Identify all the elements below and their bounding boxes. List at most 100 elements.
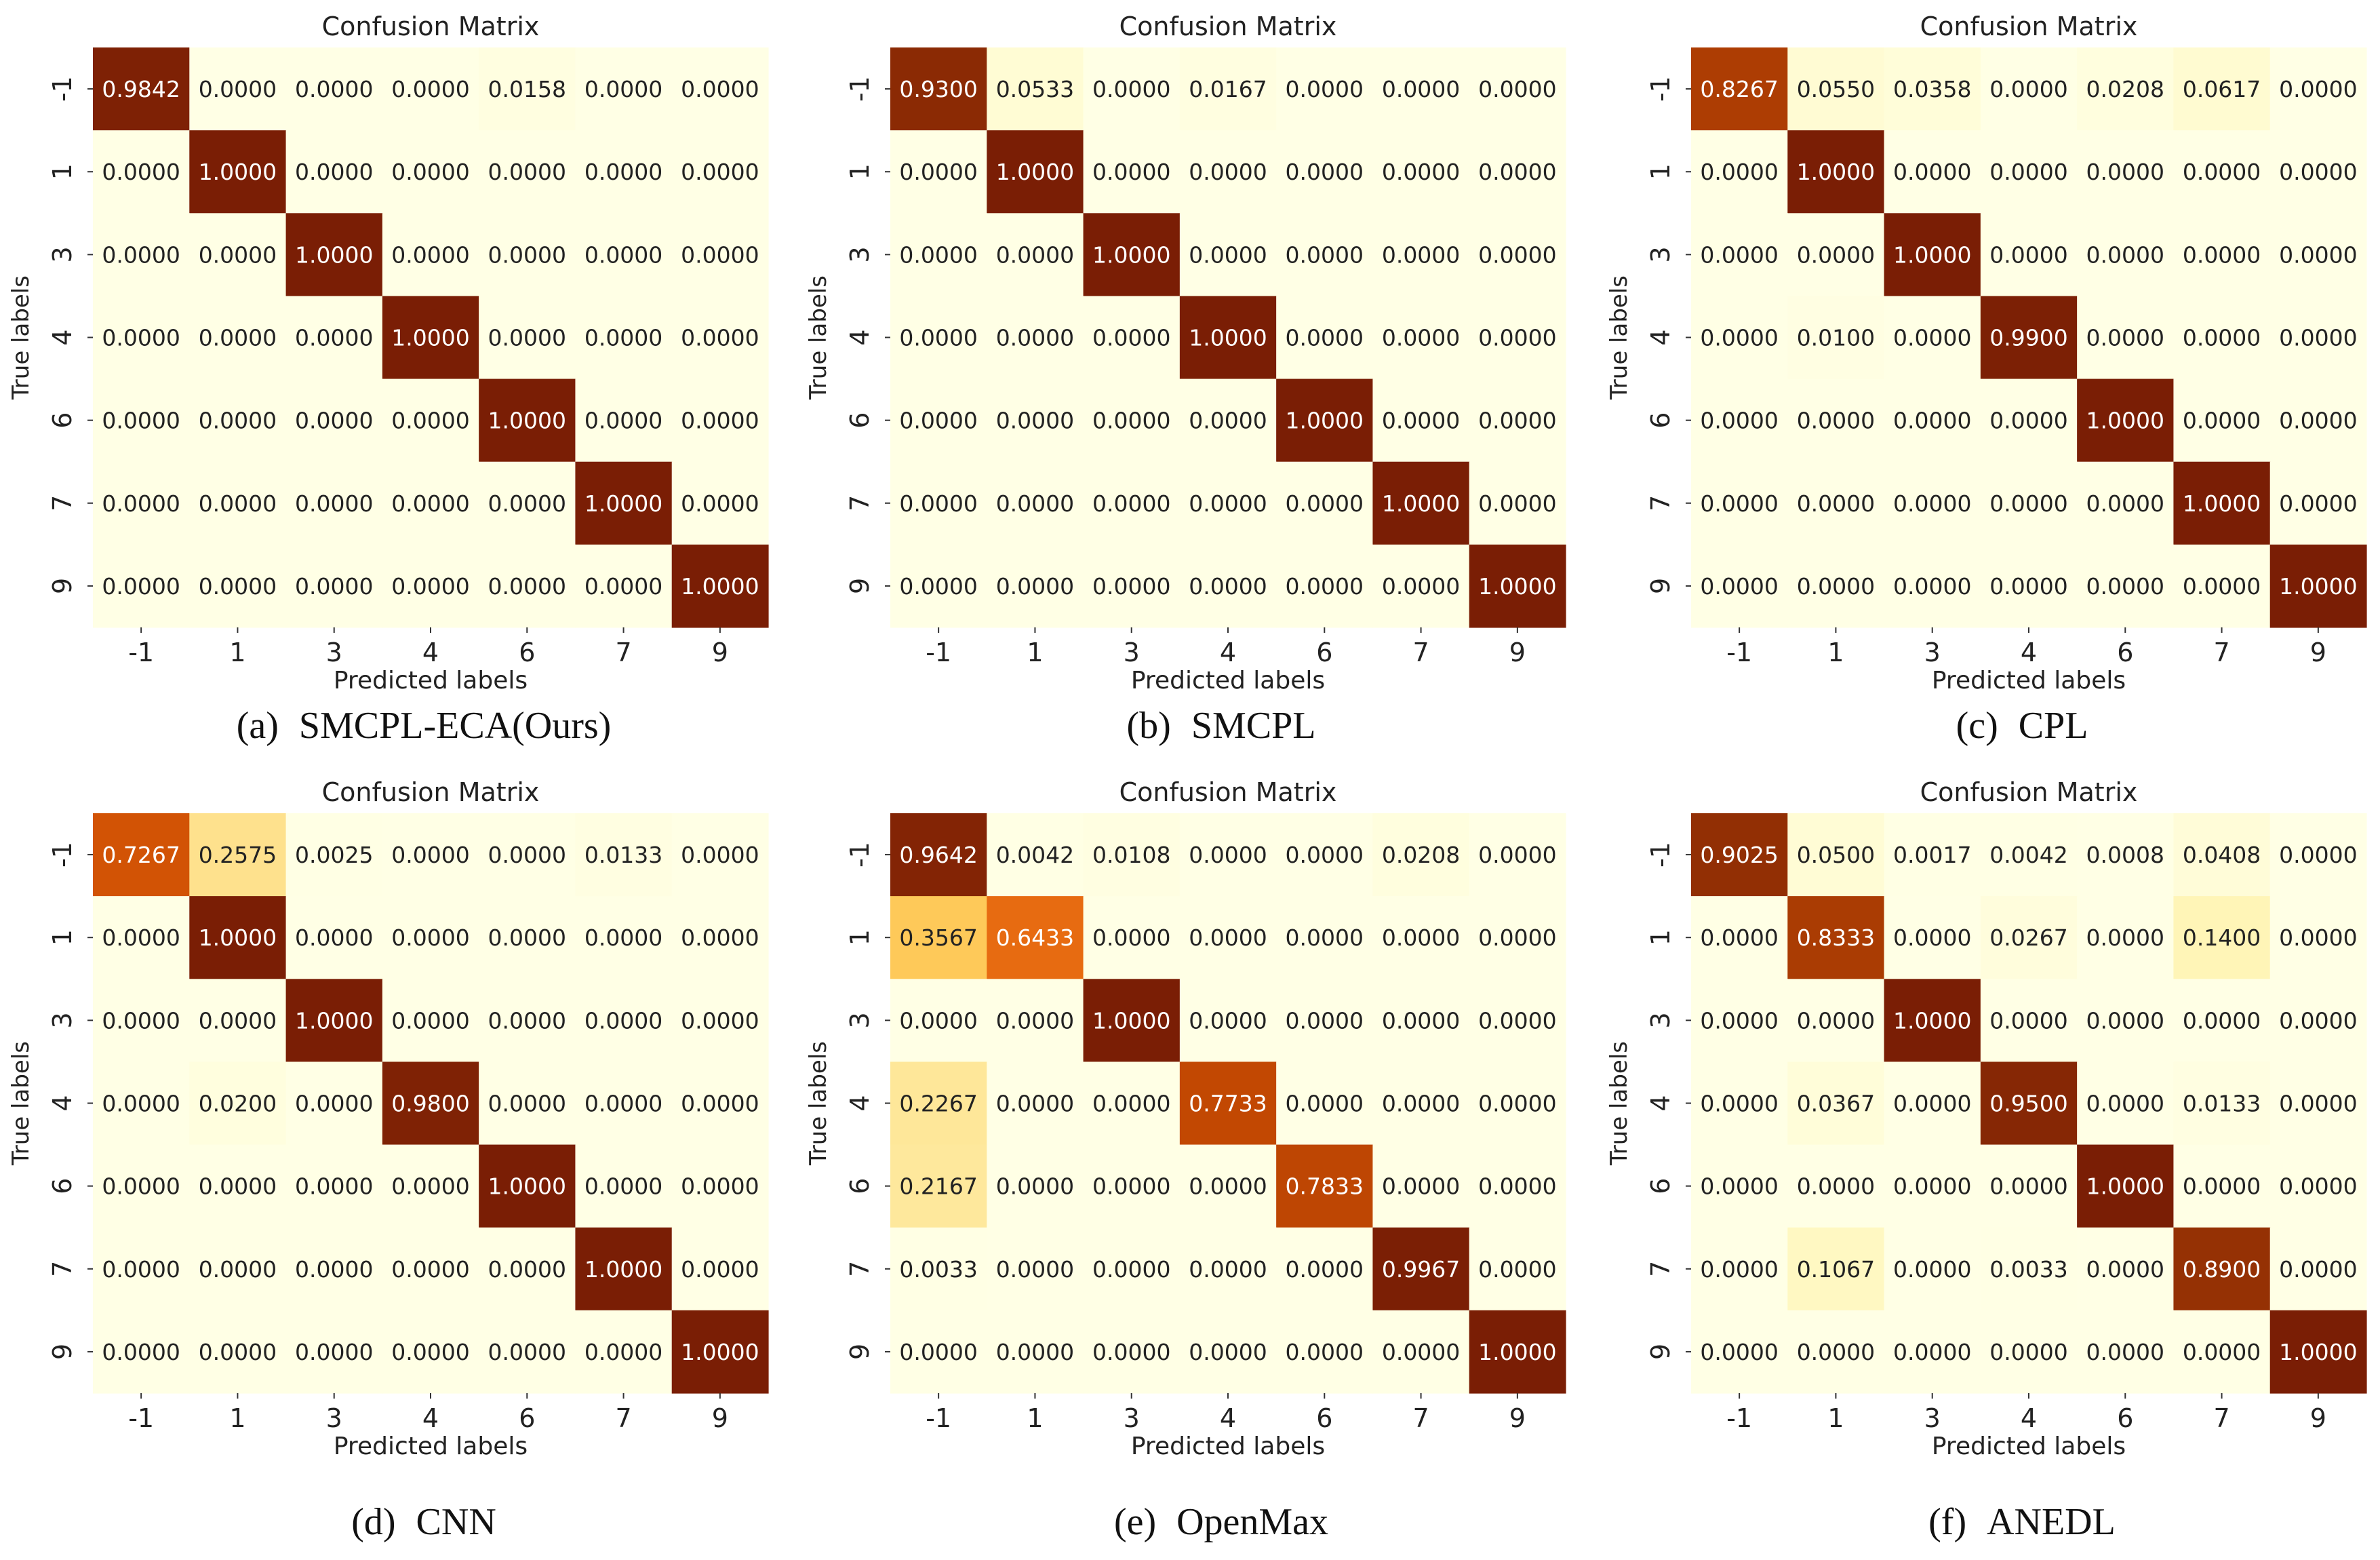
x-axis-label: Predicted labels [1932, 1432, 2126, 1460]
cell-value-label: 0.0000 [1893, 490, 1971, 517]
x-tick-label: 4 [422, 1403, 439, 1433]
cell-value-label: 1.0000 [1893, 241, 1971, 268]
cell-value-label: 0.0000 [1700, 159, 1778, 185]
cell-value-label: 0.0133 [2183, 1091, 2261, 1117]
chart-panel-d: Confusion Matrix 0.7267 0.2575 0.0025 0.0000… [7, 777, 769, 1543]
cell-value-label: 0.0000 [2279, 490, 2357, 517]
cell-value-label: 0.0000 [1478, 1007, 1556, 1034]
x-tick-label: 3 [1924, 638, 1941, 667]
heatmap-cell [1083, 213, 1181, 297]
cell-value-label: 0.0000 [681, 325, 759, 351]
heatmap-cell [1276, 47, 1374, 131]
cell-value-label: 0.0000 [1700, 1173, 1778, 1200]
x-tick-label: 4 [1220, 1403, 1236, 1433]
x-tick-label: 1 [229, 1403, 245, 1433]
cell-value-label: 1.0000 [681, 573, 759, 600]
heatmap-cell [671, 1061, 769, 1146]
heatmap-cell [1980, 1227, 2078, 1311]
heatmap-cell [987, 296, 1084, 380]
cell-value-label: 0.0000 [1189, 1007, 1267, 1034]
heatmap-cell [1884, 979, 1981, 1063]
cell-value-label: 0.0000 [2183, 325, 2261, 351]
cell-value-label: 0.0000 [1092, 924, 1170, 951]
heatmap-cell [1372, 213, 1470, 297]
heatmap-cell [1884, 296, 1981, 380]
heatmap-cell [987, 47, 1084, 131]
cell-value-label: 0.0000 [391, 408, 469, 434]
cell-value-label: 0.0000 [2086, 325, 2164, 351]
heatmap-cell [1980, 1310, 2078, 1394]
heatmap-cell [1980, 213, 2078, 297]
cell-value-label: 0.0000 [1893, 408, 1971, 434]
heatmap-cell [2077, 1310, 2175, 1394]
cell-value-label: 0.0000 [102, 924, 180, 951]
heatmap-cell [1372, 461, 1470, 545]
cell-value-label: 0.0000 [295, 1339, 373, 1365]
heatmap-cell [1787, 896, 1885, 979]
cell-value-label: 0.0000 [1893, 573, 1971, 600]
cell-value-label: 0.0000 [1382, 1339, 1460, 1365]
cell-value-label: 0.0000 [681, 924, 759, 951]
y-axis-label: True labels [7, 275, 35, 400]
heatmap-cell [1691, 1227, 1788, 1311]
cell-value-label: 0.0000 [1893, 924, 1971, 951]
heatmap-cell [890, 461, 987, 545]
cell-value-label: 0.0000 [996, 1007, 1074, 1034]
y-tick-label: 6 [845, 412, 875, 429]
cell-value-label: 0.0000 [681, 76, 759, 102]
cell-value-label: 0.0000 [584, 1007, 662, 1034]
heatmap-cell [285, 130, 383, 214]
cell-value-label: 0.0000 [1989, 76, 2067, 102]
cell-value-label: 1.0000 [295, 1007, 373, 1034]
heatmap-cell [671, 461, 769, 545]
cell-value-label: 0.0000 [1189, 1173, 1267, 1200]
cell-value-label: 0.9967 [1382, 1256, 1460, 1283]
cell-value-label: 0.0000 [681, 842, 759, 868]
y-tick-label: 3 [845, 246, 875, 262]
cell-value-label: 0.9900 [1989, 325, 2067, 351]
heatmap-cell [1691, 1310, 1788, 1394]
cell-value-label: 0.0000 [1478, 76, 1556, 102]
heatmap-cell [93, 544, 190, 628]
cell-value-label: 0.0000 [2086, 490, 2164, 517]
cell-value-label: 0.0000 [2279, 842, 2357, 868]
x-tick-label: 3 [326, 1403, 342, 1433]
heatmap-cell [2269, 979, 2367, 1063]
heatmap-cell [890, 1310, 987, 1394]
cell-value-label: 1.0000 [2086, 1173, 2164, 1200]
cell-value-label: 0.0000 [2183, 1339, 2261, 1365]
heatmap-cell [382, 130, 479, 214]
heatmap-cell [1691, 461, 1788, 545]
cell-value-label: 0.0000 [488, 573, 566, 600]
heatmap-cell [93, 213, 190, 297]
chart-panel-b: Confusion Matrix 0.9300 0.0533 0.0000 0.0167… [805, 12, 1566, 747]
heatmap-cell [2173, 47, 2271, 131]
heatmap-cell [2173, 378, 2271, 463]
cell-value-label: 0.0000 [1382, 241, 1460, 268]
heatmap-cell [1083, 1144, 1181, 1228]
heatmap-cell [93, 1061, 190, 1146]
heatmap-cell [1179, 296, 1277, 380]
cell-value-label: 0.0000 [1189, 573, 1267, 600]
heatmap-cell [1691, 896, 1788, 979]
heatmap-cell [890, 979, 987, 1063]
cell-value-label: 0.0000 [1382, 159, 1460, 185]
cell-value-label: 0.8333 [1797, 924, 1875, 951]
heatmap-cell [1884, 896, 1981, 979]
cell-value-label: 0.0000 [488, 490, 566, 517]
cell-value-label: 0.0000 [488, 1091, 566, 1117]
x-tick-label: 4 [1220, 638, 1236, 667]
cell-value-label: 0.0000 [1092, 1339, 1170, 1365]
cell-value-label: 0.0000 [1092, 1091, 1170, 1117]
y-tick-label: 4 [845, 1095, 875, 1111]
cell-value-label: 0.0000 [2086, 1256, 2164, 1283]
heatmap-cell [1372, 1227, 1470, 1311]
cell-value-label: 0.8900 [2183, 1256, 2261, 1283]
caption-letter: (c) [1956, 705, 1998, 747]
x-tick-label: 7 [1412, 1403, 1429, 1433]
heatmap-cell [1980, 461, 2078, 545]
cell-value-label: 0.0000 [199, 76, 277, 102]
cell-value-label: 0.0000 [102, 1091, 180, 1117]
cell-value-label: 0.0000 [1286, 842, 1364, 868]
cell-value-label: 0.0000 [1478, 241, 1556, 268]
